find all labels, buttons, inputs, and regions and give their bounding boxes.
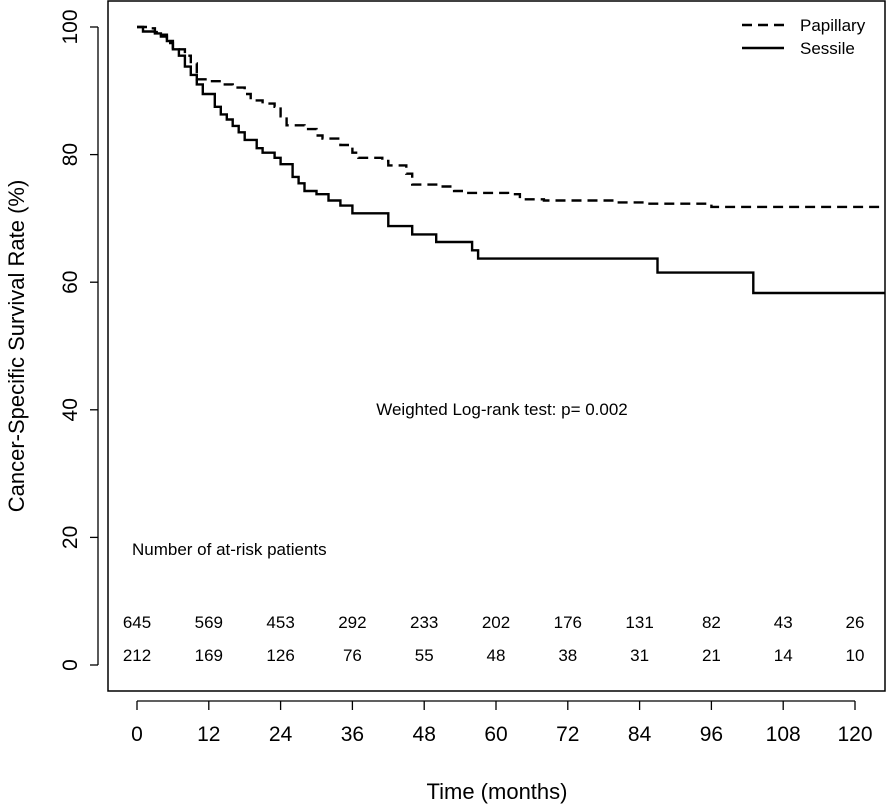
x-axis: 0 12 24 36 48 60 72 84 96 108 120 xyxy=(131,700,873,746)
at-risk-papillary-count: 202 xyxy=(482,613,510,632)
at-risk-papillary-count: 26 xyxy=(846,613,865,632)
at-risk-sessile-count: 76 xyxy=(343,646,362,665)
y-tick-label: 60 xyxy=(59,271,82,294)
at-risk-papillary-count: 645 xyxy=(123,613,151,632)
y-axis-title: Cancer-Specific Survival Rate (%) xyxy=(4,180,29,513)
at-risk-table: 645 569 453 292 233 202 176 131 82 43 26 212 169 126 7… xyxy=(123,613,865,665)
x-tick-label: 24 xyxy=(269,723,293,746)
x-tick-label: 0 xyxy=(131,723,143,746)
at-risk-papillary-count: 82 xyxy=(702,613,721,632)
x-tick-label: 48 xyxy=(413,723,436,746)
series-layer xyxy=(137,25,885,295)
x-tick-label: 60 xyxy=(484,723,507,746)
at-risk-sessile-count: 38 xyxy=(558,646,577,665)
at-risk-sessile-count: 212 xyxy=(123,646,151,665)
legend-sessile-label: Sessile xyxy=(800,39,855,58)
x-tick-label: 36 xyxy=(341,723,364,746)
at-risk-sessile-count: 55 xyxy=(415,646,434,665)
at-risk-papillary-count: 569 xyxy=(195,613,223,632)
at-risk-sessile-count: 169 xyxy=(195,646,223,665)
plot-frame xyxy=(107,0,886,692)
x-tick-label: 72 xyxy=(556,723,579,746)
x-tick-label: 108 xyxy=(766,723,801,746)
x-tick-label: 84 xyxy=(628,723,652,746)
at-risk-sessile-count: 10 xyxy=(846,646,865,665)
at-risk-sessile-count: 21 xyxy=(702,646,721,665)
x-tick-label: 12 xyxy=(197,723,220,746)
at-risk-papillary-count: 131 xyxy=(625,613,653,632)
logrank-annotation: Weighted Log-rank test: p= 0.002 xyxy=(376,400,628,419)
at-risk-title: Number of at-risk patients xyxy=(132,540,327,559)
at-risk-sessile-count: 48 xyxy=(487,646,506,665)
series-sessile-line xyxy=(137,25,885,295)
at-risk-papillary-count: 233 xyxy=(410,613,438,632)
y-tick-label: 40 xyxy=(59,398,82,421)
x-tick-label: 96 xyxy=(700,723,723,746)
at-risk-sessile-count: 126 xyxy=(266,646,294,665)
legend: Papillary Sessile xyxy=(742,16,866,58)
at-risk-papillary-count: 292 xyxy=(338,613,366,632)
x-tick-label: 120 xyxy=(837,723,872,746)
x-axis-title: Time (months) xyxy=(427,779,568,804)
y-tick-label: 100 xyxy=(59,9,82,44)
at-risk-papillary-count: 453 xyxy=(266,613,294,632)
y-tick-label: 20 xyxy=(59,526,82,549)
y-tick-label: 80 xyxy=(59,143,82,166)
at-risk-papillary-count: 176 xyxy=(554,613,582,632)
y-tick-label: 0 xyxy=(59,659,82,671)
y-axis: 0 20 40 60 80 100 xyxy=(59,9,99,671)
at-risk-papillary-count: 43 xyxy=(774,613,793,632)
series-papillary-line xyxy=(137,25,885,209)
legend-papillary-label: Papillary xyxy=(800,16,866,35)
at-risk-sessile-count: 31 xyxy=(630,646,649,665)
at-risk-sessile-count: 14 xyxy=(774,646,793,665)
